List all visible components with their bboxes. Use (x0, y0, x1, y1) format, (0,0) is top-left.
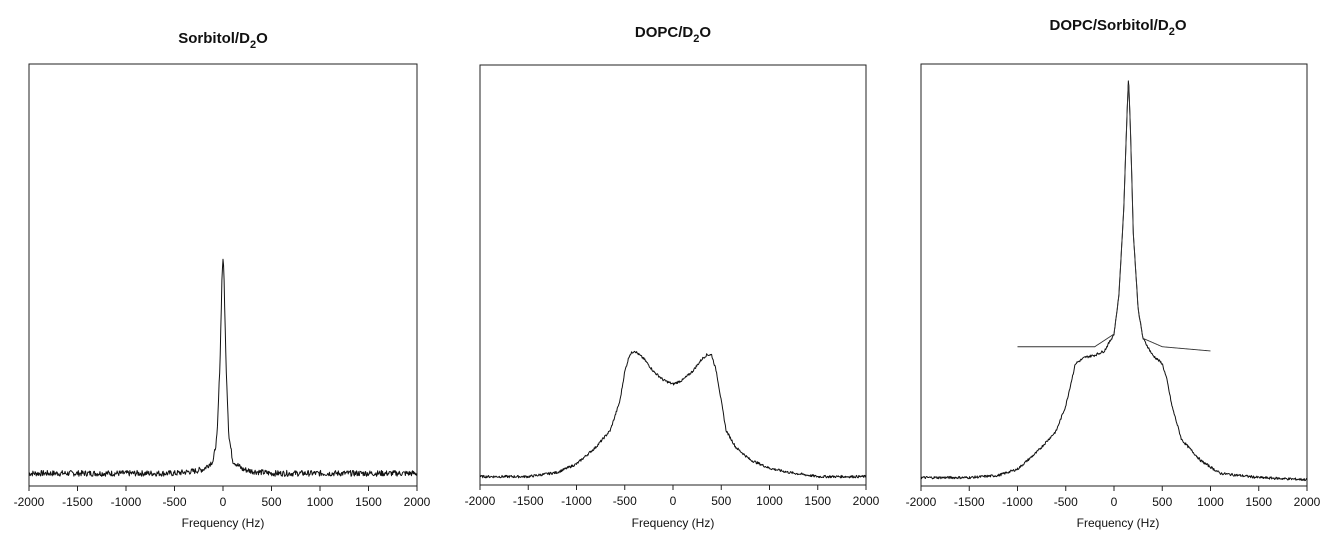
spectrum-line (920, 80, 1308, 482)
x-tick-label: 0 (220, 495, 227, 509)
panel-title: Sorbitol/D2O (178, 30, 268, 51)
panel-title: DOPC/D2O (635, 24, 711, 45)
x-tick-label: 500 (711, 494, 731, 508)
spectrum-line (479, 350, 867, 479)
x-tick-label: -500 (613, 494, 637, 508)
panel-dopc-sorbitol: DOPC/Sorbitol/D2O -2000 -1500 -1000 -500 0 50… (906, 17, 1321, 530)
x-tick-label: 1000 (756, 494, 783, 508)
x-tick-label: -1000 (561, 494, 592, 508)
x-tick-label: -2000 (465, 494, 496, 508)
x-tick-label: -500 (162, 495, 186, 509)
x-tick-label: 500 (261, 495, 281, 509)
x-tick-label: 1500 (1245, 495, 1272, 509)
x-axis-label: Frequency (Hz) (182, 516, 265, 530)
x-tick-label: 2000 (1294, 495, 1321, 509)
panel-title: DOPC/Sorbitol/D2O (1050, 17, 1187, 38)
panel-sorbitol: Sorbitol/D2O -2000 -1500 -1000 -500 0 500 1000… (14, 30, 431, 530)
x-axis-label: Frequency (Hz) (632, 516, 715, 530)
x-tick-label: 1500 (355, 495, 382, 509)
x-tick-label: 2000 (404, 495, 431, 509)
spectrum-line (28, 258, 418, 477)
x-tick-label: -1500 (513, 494, 544, 508)
x-tick-label: 1000 (1197, 495, 1224, 509)
x-tick-label: 0 (670, 494, 677, 508)
x-tick-label: -1000 (1002, 495, 1033, 509)
x-tick-label: 500 (1152, 495, 1172, 509)
x-tick-label: -1500 (954, 495, 985, 509)
x-tick-label: -1500 (62, 495, 93, 509)
x-axis-ticks: -2000 -1500 -1000 -500 0 500 1000 1500 2000 (465, 485, 880, 508)
x-tick-label: -1000 (111, 495, 142, 509)
x-tick-label: 1000 (307, 495, 334, 509)
x-tick-label: -500 (1054, 495, 1078, 509)
plot-frame (28, 63, 418, 487)
plot-frame (479, 64, 867, 486)
x-tick-label: 1500 (804, 494, 831, 508)
fit-line (1017, 84, 1211, 352)
plot-frame (920, 63, 1308, 487)
x-tick-label: -2000 (14, 495, 45, 509)
x-tick-label: 0 (1111, 495, 1118, 509)
x-axis-ticks: -2000 -1500 -1000 -500 0 500 1000 1500 2000 (906, 486, 1321, 509)
x-axis-ticks: -2000 -1500 -1000 -500 0 500 1000 1500 2000 (14, 486, 431, 509)
x-tick-label: 2000 (853, 494, 880, 508)
x-axis-label: Frequency (Hz) (1077, 516, 1160, 530)
panel-dopc: DOPC/D2O -2000 -1500 -1000 -500 0 500 1000 1500… (465, 24, 880, 530)
x-tick-label: -2000 (906, 495, 937, 509)
